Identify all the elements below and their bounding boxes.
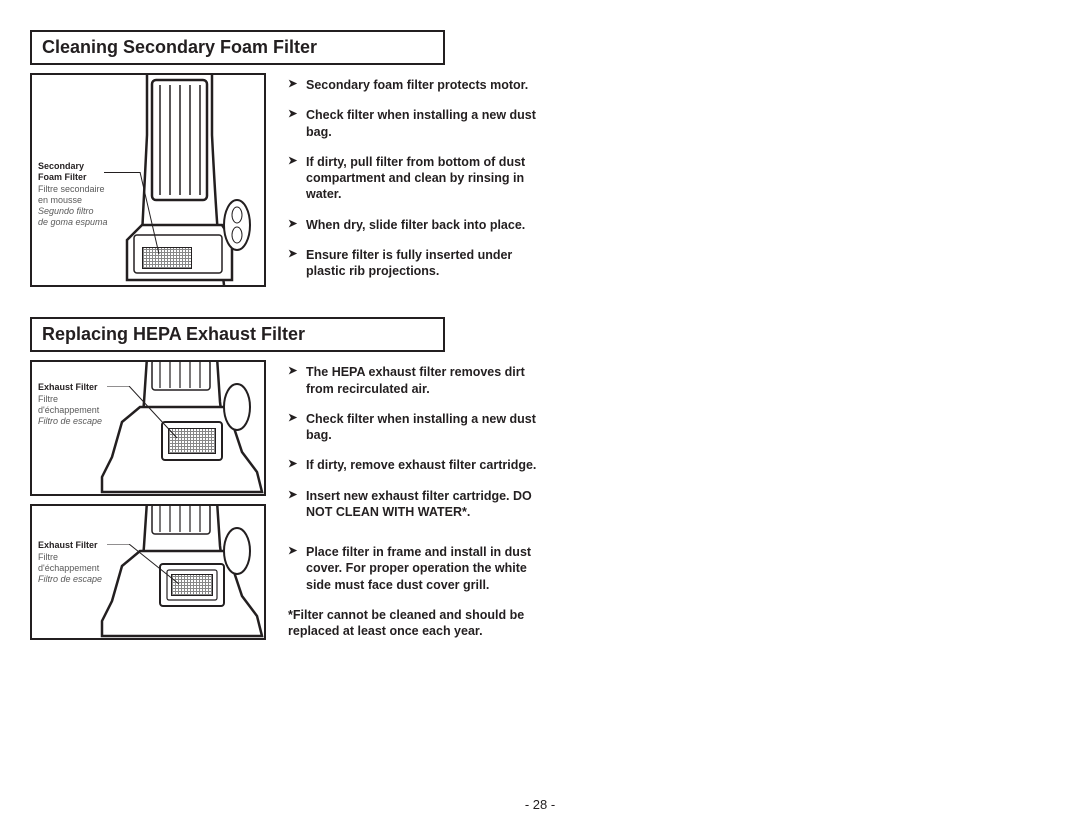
diagram-foam-filter: Secondary Foam Filter Filtre secondaire …	[30, 73, 266, 287]
section-heading-1: Cleaning Secondary Foam Filter	[30, 30, 445, 65]
bullet-item: If dirty, remove exhaust filter cartridg…	[288, 457, 548, 473]
bullet-item: The HEPA exhaust filter removes dirt fro…	[288, 364, 548, 397]
bullet-list-1: Secondary foam filter protects motor. Ch…	[288, 77, 548, 279]
diagram-exhaust-1: Exhaust Filter Filtre d'échappement Filt…	[30, 360, 266, 496]
page-number: - 28 -	[525, 797, 555, 812]
bullet-item: Ensure filter is fully inserted under pl…	[288, 247, 548, 280]
bullet-item: Place filter in frame and install in dus…	[288, 544, 548, 593]
bullet-item: Check filter when installing a new dust …	[288, 107, 548, 140]
lead-line-svg	[107, 544, 187, 594]
bullet-item: Secondary foam filter protects motor.	[288, 77, 548, 93]
lead-line-svg	[104, 172, 164, 262]
bullet-list-2: The HEPA exhaust filter removes dirt fro…	[288, 364, 548, 593]
bullet-item: If dirty, pull filter from bottom of dus…	[288, 154, 548, 203]
bullet-item: Insert new exhaust filter cartridge. DO …	[288, 488, 548, 521]
text-col-2: The HEPA exhaust filter removes dirt fro…	[288, 360, 548, 640]
bullet-item: When dry, slide filter back into place.	[288, 217, 548, 233]
section-2: Exhaust Filter Filtre d'échappement Filt…	[30, 360, 1040, 640]
diagram-col-1: Secondary Foam Filter Filtre secondaire …	[30, 73, 266, 293]
diagram-exhaust-2: Exhaust Filter Filtre d'échappement Filt…	[30, 504, 266, 640]
section-heading-2: Replacing HEPA Exhaust Filter	[30, 317, 445, 352]
text-col-1: Secondary foam filter protects motor. Ch…	[288, 73, 548, 293]
diagram-col-2: Exhaust Filter Filtre d'échappement Filt…	[30, 360, 266, 640]
lead-line-svg	[107, 386, 187, 446]
footnote: *Filter cannot be cleaned and should be …	[288, 607, 548, 640]
section-1: Secondary Foam Filter Filtre secondaire …	[30, 73, 1040, 293]
bullet-item: Check filter when installing a new dust …	[288, 411, 548, 444]
